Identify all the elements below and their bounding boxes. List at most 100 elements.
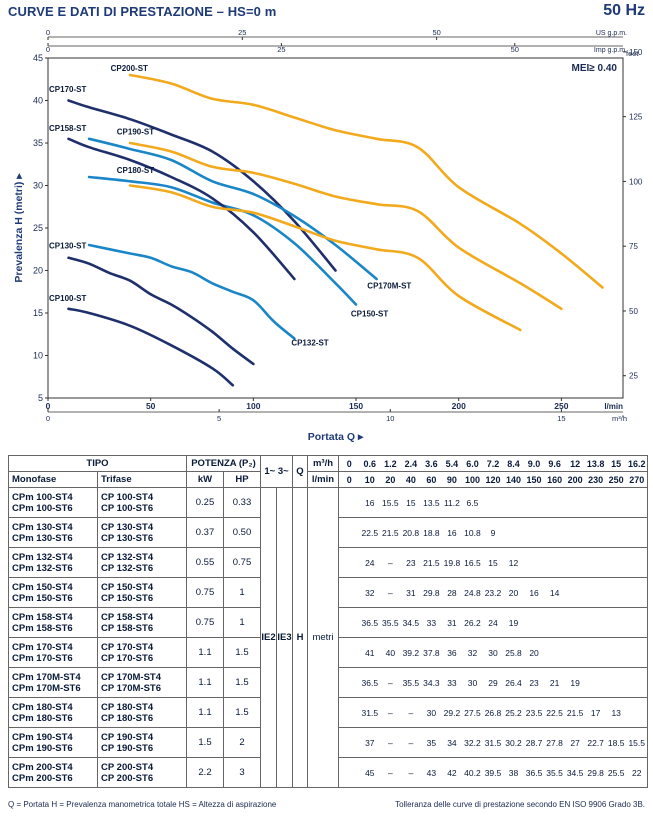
curve-label: CP158-ST	[49, 124, 86, 133]
head-value: 23.2	[484, 587, 502, 598]
head-value: 32	[365, 587, 375, 598]
head-value	[626, 548, 647, 577]
head-value	[339, 758, 360, 787]
curve-cp130-st	[67, 256, 255, 366]
col-trifase: Trifase	[97, 471, 187, 488]
head-value	[524, 518, 545, 547]
head-value	[544, 548, 565, 577]
head-value	[483, 488, 504, 517]
y-tick-label: 35	[33, 138, 43, 148]
curve-cp170-st	[67, 99, 337, 272]
head-value: 24	[365, 557, 375, 568]
footer-legend: Q = Portata H = Prevalenza manometrica t…	[8, 800, 277, 809]
head-value: 27	[570, 737, 580, 748]
curve-cp190-st	[128, 141, 563, 311]
trifase-model: CP 180-ST4 CP 180-ST6	[97, 697, 187, 728]
feet-tick-label: 25	[629, 372, 638, 381]
imp-tick-label: 25	[277, 45, 285, 54]
head-value: 29.8	[423, 587, 440, 598]
head-value: 22.7	[587, 737, 604, 748]
head-value: 25.2	[505, 707, 522, 718]
us-unit: US g.p.m.	[596, 30, 627, 37]
q-value: 40	[405, 474, 416, 485]
power-kw: 1.1	[186, 697, 224, 728]
m3h-tick-label: 15	[557, 414, 565, 423]
head-value: 36.5	[361, 617, 379, 628]
head-value: 19	[508, 617, 519, 628]
head-value: 16	[447, 527, 457, 538]
curve-cp158-st	[67, 137, 296, 281]
head-value: 14	[549, 587, 560, 598]
q-value: 10	[364, 474, 375, 485]
head-value	[626, 518, 647, 547]
head-value	[544, 488, 565, 517]
power-hp: 1	[223, 607, 261, 638]
curve-cp180-st	[128, 184, 522, 332]
head-value: 30	[467, 677, 478, 688]
power-kw: 0.37	[186, 517, 224, 548]
us-tick-label: 25	[238, 28, 246, 37]
head-value: 39.5	[484, 767, 502, 778]
head-value: 27.8	[546, 737, 563, 748]
x-tick-label: 200	[452, 401, 466, 411]
trifase-model: CP 158-ST4 CP 158-ST6	[97, 607, 187, 638]
head-value	[585, 488, 606, 517]
x-tick-label: 50	[146, 401, 156, 411]
head-value: 37.8	[423, 647, 440, 658]
q-value: 12	[570, 458, 581, 469]
monofase-model: CPm 158-ST4 CPm 158-ST6	[8, 607, 98, 638]
head-value: 16	[365, 497, 375, 508]
head-value: 23.5	[525, 707, 543, 718]
q-value: 8.4	[507, 458, 520, 469]
head-value	[565, 578, 586, 607]
head-value: –	[387, 707, 393, 718]
head-value	[606, 548, 627, 577]
col-q: Q	[292, 455, 308, 488]
head-value	[585, 518, 606, 547]
q-value: 140	[506, 474, 522, 485]
head-value: 35.5	[382, 617, 399, 628]
head-value: 24	[488, 617, 498, 628]
power-kw: 0.75	[186, 577, 224, 608]
head-value	[339, 518, 360, 547]
head-value	[339, 608, 360, 637]
head-value: 6.5	[466, 497, 479, 508]
head-value	[606, 608, 627, 637]
y-tick-label: 10	[33, 351, 43, 361]
head-value: 15.5	[628, 737, 645, 748]
q-value: 0.6	[363, 458, 377, 469]
col-tipo: TIPO	[8, 455, 187, 472]
head-value: 26.2	[464, 617, 481, 628]
head-values: 36.5 35.5 34.5 33 31 26.2 24 19	[338, 607, 648, 638]
head-value	[585, 578, 606, 607]
head-value: 20	[529, 647, 539, 658]
ie-label: IE2	[260, 487, 277, 788]
head-value: 21.5	[382, 527, 399, 538]
head-value: –	[408, 707, 414, 718]
head-value	[565, 638, 586, 667]
q-value: 9.6	[548, 458, 561, 469]
head-value: 11.2	[443, 497, 460, 508]
head-value: 31.5	[484, 737, 502, 748]
trifase-model: CP 170M-ST4 CP 170M-ST6	[97, 667, 187, 698]
curve-label: CP170M-ST	[367, 281, 411, 290]
trifase-model: CP 200-ST4 CP 200-ST6	[97, 757, 187, 788]
head-value: 35.5	[546, 767, 563, 778]
head-value	[524, 608, 545, 637]
curve-label: CP190-ST	[117, 128, 154, 137]
head-value	[585, 638, 606, 667]
head-value	[339, 638, 360, 667]
page-title: CURVE E DATI DI PRESTAZIONE – HS=0 m	[8, 4, 277, 19]
head-value: 36.5	[525, 767, 543, 778]
q-value: 160	[547, 474, 563, 485]
monofase-model: CPm 180-ST4 CPm 180-ST6	[8, 697, 98, 728]
head-value: 38	[508, 767, 519, 778]
power-hp: 0.50	[223, 517, 261, 548]
power-kw: 0.75	[186, 607, 224, 638]
head-value: 32	[467, 647, 478, 658]
head-value: 27.5	[464, 707, 481, 718]
q-value: 100	[464, 474, 480, 485]
q-value: 6.0	[466, 458, 479, 469]
head-value: –	[408, 737, 414, 748]
us-tick-label: 0	[46, 28, 50, 37]
